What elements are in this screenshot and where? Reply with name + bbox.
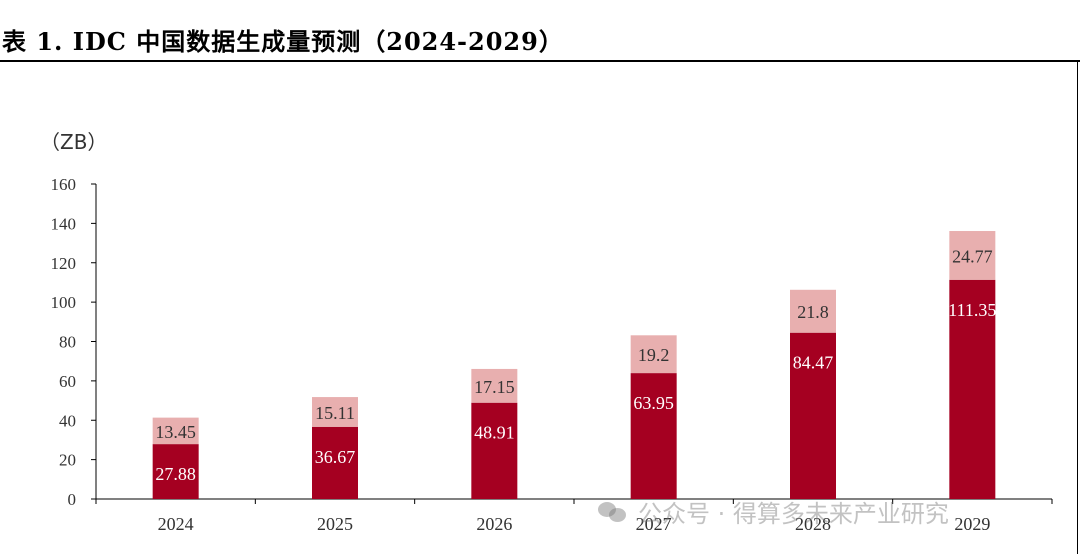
watermark-text: 公众号 · 得算多未来产业研究 — [638, 500, 949, 528]
x-tick-label: 2028 — [795, 514, 831, 534]
data-label: 24.77 — [952, 246, 993, 266]
y-tick-label: 120 — [51, 254, 77, 273]
bar-segment — [312, 397, 358, 427]
data-label: 21.8 — [797, 302, 829, 322]
data-label: 27.88 — [155, 464, 196, 484]
y-tick-label: 40 — [59, 411, 76, 430]
bar-segment — [949, 231, 996, 280]
bar-segment — [152, 417, 199, 445]
bar-segment — [790, 332, 836, 499]
bar-segment — [790, 289, 836, 333]
bar-segment — [630, 335, 677, 374]
data-label: 13.45 — [155, 422, 196, 442]
data-label: 84.47 — [793, 353, 834, 373]
data-label: 48.91 — [474, 423, 515, 443]
y-tick-label: 140 — [51, 214, 77, 233]
y-tick-label: 80 — [59, 333, 76, 352]
x-tick-label: 2024 — [158, 514, 194, 534]
y-unit-label: （ZB） — [40, 130, 107, 154]
bar-segment — [471, 402, 518, 499]
right-border — [1077, 60, 1078, 554]
data-label: 17.15 — [474, 377, 515, 397]
data-label: 15.11 — [315, 403, 355, 423]
watermark: 公众号 · 得算多未来产业研究 — [598, 494, 949, 529]
data-label: 63.95 — [633, 393, 674, 413]
x-tick-label: 2026 — [476, 514, 512, 534]
labels: 2024 2025 2026 2027 2028 2029 27.88 13.45 36.67 1… — [155, 246, 996, 534]
x-tick-label: 2029 — [954, 514, 990, 534]
chart-title: 表 1. IDC 中国数据生成量预测（2024-2029） — [2, 27, 564, 56]
x-tick-label: 2027 — [636, 514, 672, 534]
bar-segment — [152, 444, 199, 499]
bar-segment — [471, 368, 518, 403]
wechat-icon — [598, 500, 628, 524]
bar-segment — [312, 426, 358, 499]
data-label: 19.2 — [638, 345, 670, 365]
bar-segment — [949, 279, 996, 499]
axes: 0 20 40 60 80 100 120 140 160 — [51, 175, 1053, 509]
y-tick-label: 60 — [59, 372, 76, 391]
y-tick-label: 0 — [68, 490, 77, 509]
x-tick-label: 2025 — [317, 514, 353, 534]
y-tick-label: 160 — [51, 175, 77, 194]
title-rule — [0, 60, 1080, 62]
bar-segment — [630, 373, 677, 499]
y-tick-label: 100 — [51, 293, 77, 312]
data-label: 36.67 — [315, 447, 356, 467]
data-label: 111.35 — [948, 300, 996, 320]
bars — [152, 231, 996, 499]
y-tick-label: 20 — [59, 451, 76, 470]
